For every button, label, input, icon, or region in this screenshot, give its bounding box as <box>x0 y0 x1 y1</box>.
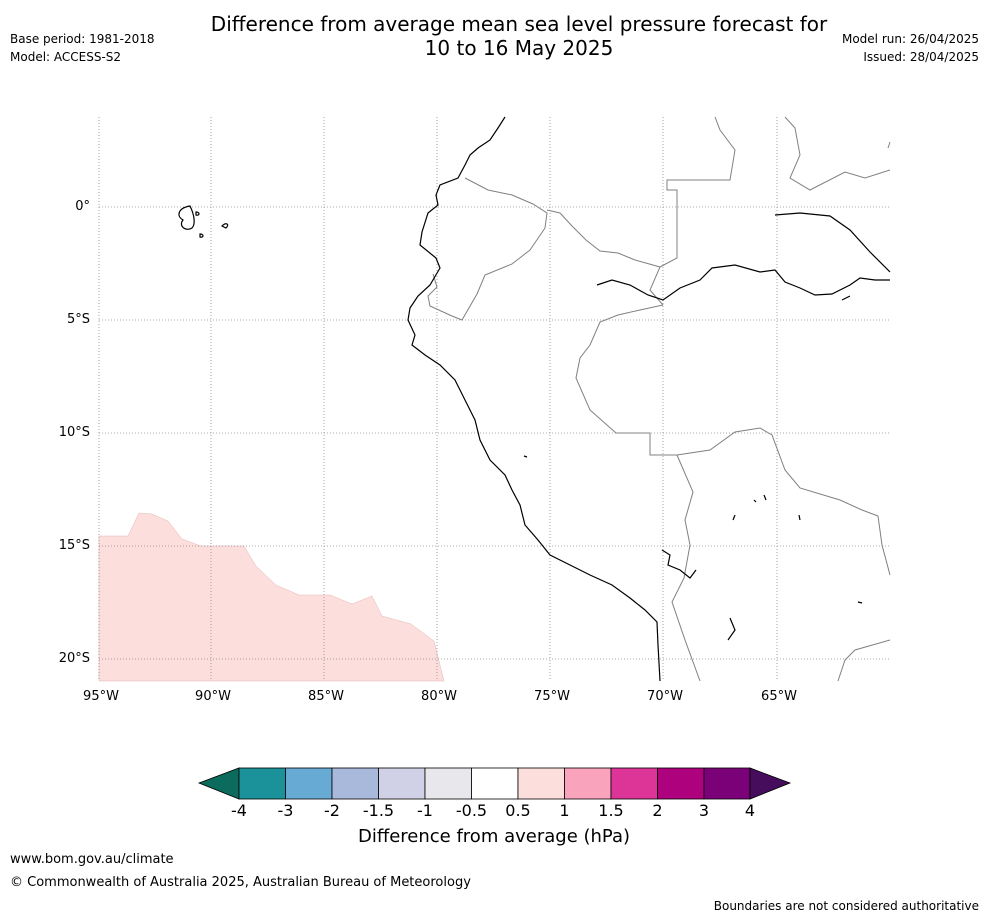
lon-label: 70°W <box>647 689 683 704</box>
title-line-1: Difference from average mean sea level p… <box>210 12 828 36</box>
coastlines <box>178 116 891 682</box>
lat-label: 15°S <box>58 538 90 553</box>
meta-left: Base period: 1981-2018 Model: ACCESS-S2 <box>10 30 155 66</box>
lon-label: 95°W <box>83 689 119 704</box>
colorbar-tick: -1.5 <box>362 801 395 820</box>
colorbar-tick: -3 <box>277 801 294 820</box>
lon-label: 65°W <box>761 689 797 704</box>
lon-label: 90°W <box>195 689 231 704</box>
colorbar-tick: -2 <box>324 801 340 820</box>
colorbar-tick: 1.5 <box>598 801 624 820</box>
lat-label: 10°S <box>58 425 90 440</box>
colorbar-title: Difference from average (hPa) <box>357 826 631 847</box>
colorbar-tick: -4 <box>231 801 247 820</box>
lat-label: 5°S <box>66 312 90 327</box>
model-name: Model: ACCESS-S2 <box>10 50 122 64</box>
footer-url: www.bom.gov.au/climate <box>10 852 174 867</box>
anomaly-region <box>98 512 445 682</box>
map-title: Difference from average mean sea level p… <box>0 12 988 60</box>
colorbar-tick: 1 <box>559 801 570 820</box>
base-period: Base period: 1981-2018 <box>10 32 155 46</box>
colorbar-tick: -0.5 <box>455 801 488 820</box>
lat-label: 20°S <box>58 651 90 666</box>
colorbar-tick: 3 <box>698 801 710 820</box>
lon-label: 75°W <box>534 689 570 704</box>
colorbar-tick: 0.5 <box>505 801 531 820</box>
lat-label: 0° <box>75 199 90 214</box>
colorbar-tick: 4 <box>744 801 756 820</box>
colorbar-tick: -1 <box>417 801 433 820</box>
footer-disclaimer: Boundaries are not considered authoritat… <box>713 899 979 913</box>
lon-label: 85°W <box>308 689 344 704</box>
model-run: Model run: 26/04/2025 <box>841 32 979 46</box>
country-borders <box>427 116 891 682</box>
colorbar-tick: 2 <box>652 801 663 820</box>
title-line-2: 10 to 16 May 2025 <box>424 36 614 60</box>
issued-date: Issued: 28/04/2025 <box>863 50 979 64</box>
footer-copyright: © Commonwealth of Australia 2025, Austra… <box>10 875 471 890</box>
meta-right: Model run: 26/04/2025 Issued: 28/04/2025 <box>842 30 979 66</box>
lon-label: 80°W <box>421 689 457 704</box>
